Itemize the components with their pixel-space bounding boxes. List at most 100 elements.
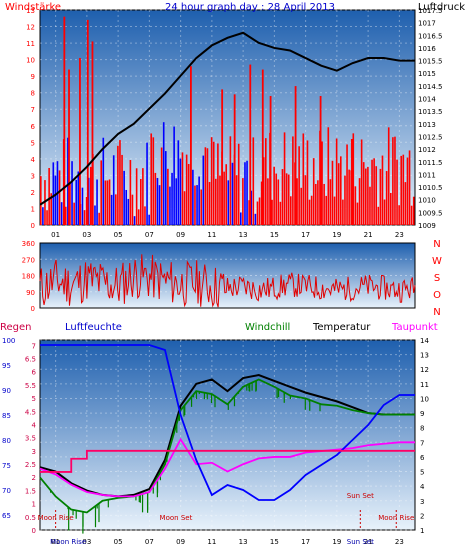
wind-bar (54, 175, 57, 225)
wind-bar (169, 186, 171, 225)
wind-bar (260, 181, 263, 225)
wind-bar (271, 199, 273, 225)
wind-bar (375, 166, 378, 225)
wind-bar (71, 161, 73, 225)
wind-gust-bar (233, 94, 236, 225)
rain-tick: 4 (32, 421, 37, 429)
temp-plot-background (39, 339, 416, 531)
temp-tick: 11 (420, 381, 429, 389)
temp-tick: 10 (420, 395, 429, 403)
wind-bar (96, 179, 98, 225)
compass-label: N (433, 307, 440, 318)
wind-bar (183, 191, 186, 225)
temp-tick: 1 (420, 527, 424, 535)
wind-left-tick: 7 (31, 106, 35, 114)
direction-left-tick: 360 (22, 240, 35, 248)
wind-bar (215, 178, 217, 225)
wind-gust-bar (269, 96, 272, 225)
wind-bar (210, 137, 213, 225)
wind-x-tick: 03 (82, 231, 91, 239)
wind-bar (156, 177, 159, 225)
temp-legend: Regen Luftfeuchte Windchill Temperatur Taupu… (0, 322, 438, 333)
wind-bar (392, 137, 394, 225)
wind-bar (360, 139, 363, 225)
wind-left-tick: 10 (26, 57, 35, 65)
wind-bar (50, 193, 53, 225)
temp-tick: 7 (420, 439, 424, 447)
temp-tick: 5 (420, 469, 424, 477)
wind-bar (81, 187, 84, 225)
temp-x-ticks: 01 03 05 07 09 11 13 15 17 19 21 23 (51, 538, 404, 546)
wind-bar (110, 194, 113, 225)
wind-bar (179, 158, 182, 225)
temp-x-tick: 15 (270, 538, 279, 546)
wind-bar (148, 214, 150, 225)
wind-gust-bar (86, 19, 89, 225)
wind-gust-bar (319, 96, 322, 225)
temp-tick: 2 (420, 512, 424, 520)
astro-label: Moon Rise (50, 538, 86, 546)
direction-plot-background (39, 242, 416, 309)
wind-gust-bar (261, 69, 264, 226)
rain-tick: 1 (32, 501, 36, 509)
wind-bar (227, 180, 230, 225)
wind-bar (237, 143, 240, 225)
wind-bar (102, 137, 105, 225)
wind-left-tick: 4 (31, 156, 36, 164)
humidity-ticks: 65 70 75 80 85 90 95 100 (2, 337, 15, 520)
wind-bar (154, 172, 157, 225)
pressure-right-tick: 1015.5 (418, 58, 443, 66)
wind-bar (208, 181, 211, 225)
rain-tick: 5.5 (25, 382, 36, 390)
wind-gust-bar (190, 66, 192, 225)
wind-bar (408, 150, 411, 225)
wind-bar (129, 160, 132, 225)
wind-bar (279, 201, 282, 225)
wind-bar (152, 137, 155, 225)
wind-bar (344, 175, 346, 225)
humidity-tick: 80 (2, 437, 11, 445)
wind-bar (235, 175, 238, 225)
direction-left-tick: 90 (26, 289, 35, 297)
wind-bar (337, 163, 340, 225)
temp-x-tick: 21 (364, 538, 373, 546)
wind-bar (137, 209, 140, 225)
wind-bar (321, 141, 323, 225)
wind-bar (256, 201, 259, 225)
wind-pressure-panel: Windstärke 24 hour graph day : 28 April … (5, 2, 465, 239)
temp-tick: 14 (420, 337, 429, 345)
wind-bar (367, 166, 369, 225)
wind-bar (121, 154, 123, 225)
temp-tick: 9 (420, 410, 424, 418)
humidity-tick: 85 (2, 412, 11, 420)
temp-x-tick: 09 (176, 538, 185, 546)
wind-bar (144, 206, 146, 225)
series-line-taupunkt (39, 437, 415, 498)
wind-bar (250, 190, 253, 225)
wind-bar (287, 174, 290, 225)
temp-x-tick: 01 (51, 538, 60, 546)
wind-bar (77, 171, 80, 225)
wind-bar (308, 199, 311, 225)
wind-bar (175, 178, 178, 225)
wind-bar (167, 168, 169, 225)
wind-bar (390, 192, 392, 225)
wind-bar (52, 162, 55, 225)
wind-bar (400, 155, 403, 225)
wind-gust-bar (221, 89, 224, 225)
temp-x-tick: 11 (207, 538, 216, 546)
wind-bar (410, 205, 413, 225)
wind-left-tick: 13 (26, 7, 35, 15)
temp-x-tick: 19 (332, 538, 341, 546)
wind-bar (150, 133, 153, 225)
wind-bar (402, 154, 405, 225)
wind-bar (115, 194, 117, 225)
wind-bar (67, 137, 69, 225)
rain-tick: 5 (32, 395, 36, 403)
rain-tick: 0.5 (25, 514, 36, 522)
wind-bar (333, 196, 336, 225)
wind-bar (60, 202, 63, 225)
wind-bar (177, 140, 180, 225)
wind-bar (87, 177, 90, 225)
